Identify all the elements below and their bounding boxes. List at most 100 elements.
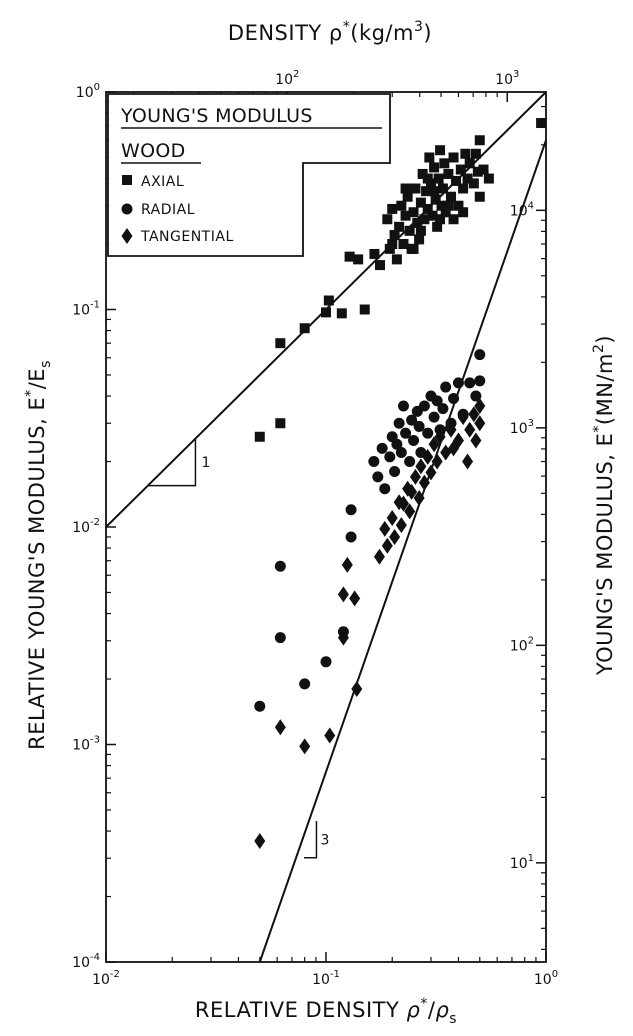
- axial-point: [375, 260, 386, 271]
- axial-point: [299, 323, 310, 334]
- axial-point: [394, 221, 405, 232]
- axial-point: [464, 158, 475, 169]
- tangential-point: [395, 517, 407, 534]
- legend: YOUNG'S MODULUS WOOD AXIAL RADIAL TANGEN…: [107, 93, 391, 257]
- tangential-point: [422, 448, 434, 465]
- tangential-point: [299, 738, 311, 755]
- radial-point: [299, 678, 311, 690]
- radial-point: [470, 390, 482, 402]
- x2-tick-label: 103: [495, 69, 519, 88]
- axial-point: [400, 210, 411, 221]
- x-tick-label: 10-1: [312, 969, 340, 988]
- axial-point: [400, 183, 411, 194]
- tangential-point: [397, 495, 409, 512]
- axial-point: [389, 230, 400, 241]
- axial-point: [429, 162, 440, 173]
- radial-point: [389, 465, 401, 477]
- radial-point: [413, 420, 425, 432]
- radial-point: [274, 632, 286, 644]
- radial-point: [428, 411, 440, 423]
- radial-point: [345, 504, 357, 516]
- axial-point: [275, 418, 286, 429]
- axial-point: [472, 166, 483, 177]
- tangential-point: [381, 537, 393, 554]
- slope-3-line: [258, 139, 547, 963]
- axial-point: [359, 304, 370, 315]
- y-tick-label: 10-3: [72, 735, 100, 754]
- axial-point: [422, 173, 433, 184]
- legend-label-axial: AXIAL: [141, 174, 184, 190]
- radial-point: [408, 434, 420, 446]
- tangential-point: [452, 432, 464, 449]
- axial-point: [408, 243, 419, 254]
- slope-1-label: 1: [201, 455, 210, 471]
- x-tick-label: 100: [534, 969, 558, 988]
- radial-point: [397, 400, 409, 412]
- radial-point: [376, 442, 388, 454]
- axial-point: [458, 183, 469, 194]
- radial-point: [254, 700, 266, 712]
- axial-point: [415, 197, 426, 208]
- axial-point: [412, 217, 423, 228]
- tangential-point: [474, 398, 486, 415]
- axial-point: [474, 135, 485, 146]
- axial-point: [439, 158, 450, 169]
- tangential-point: [254, 833, 266, 850]
- tangential-point: [470, 432, 482, 449]
- radial-point: [384, 451, 396, 463]
- tangential-point: [406, 483, 418, 500]
- radial-point: [372, 471, 384, 483]
- radial-point: [448, 392, 460, 404]
- radial-point: [274, 560, 286, 572]
- radial-point: [404, 456, 416, 468]
- radial-point: [440, 381, 452, 393]
- legend-box: [107, 93, 391, 257]
- axial-point: [455, 164, 466, 175]
- slope-3-label: 3: [320, 832, 329, 848]
- axial-point: [430, 194, 441, 205]
- radial-point: [464, 377, 476, 389]
- axial-point: [419, 214, 430, 225]
- axial-point: [448, 152, 459, 163]
- axial-point: [427, 210, 438, 221]
- radial-point: [345, 531, 357, 543]
- axial-point: [451, 175, 462, 186]
- tangential-point: [404, 503, 416, 520]
- axial-point: [424, 152, 435, 163]
- radial-point: [474, 349, 486, 361]
- axial-point: [433, 173, 444, 184]
- tangential-point: [415, 458, 427, 475]
- tangential-point: [468, 406, 480, 423]
- axial-point: [369, 248, 380, 259]
- radial-point: [395, 447, 407, 459]
- x2-tick-label: 102: [275, 69, 299, 88]
- axial-point: [422, 203, 433, 214]
- legend-subtitle: WOOD: [121, 140, 186, 162]
- axial-point: [446, 191, 457, 202]
- legend-marker-diamond: [121, 228, 133, 244]
- tangential-point: [337, 629, 349, 646]
- tangential-point: [425, 464, 437, 481]
- radial-point: [422, 427, 434, 439]
- axial-point: [391, 254, 402, 265]
- axial-point: [323, 295, 334, 306]
- axial-point: [382, 214, 393, 225]
- tangential-point: [373, 548, 385, 565]
- tangential-point: [462, 453, 474, 470]
- axial-point: [344, 251, 355, 262]
- x-axis-label: RELATIVE DENSITY ρ*/ρs: [195, 996, 457, 1027]
- axial-point: [483, 173, 494, 184]
- radial-point: [368, 456, 380, 468]
- tangential-point: [457, 409, 469, 426]
- axial-point: [417, 168, 428, 179]
- axial-point: [336, 308, 347, 319]
- axial-point: [462, 173, 473, 184]
- axial-point: [414, 234, 425, 245]
- radial-point: [474, 375, 486, 387]
- axial-point: [474, 191, 485, 202]
- axial-point: [398, 239, 409, 250]
- axial-point: [435, 145, 446, 156]
- axial-point: [402, 191, 413, 202]
- tangential-point: [349, 590, 361, 607]
- x2-axis-label: DENSITY ρ*(kg/m3): [228, 19, 432, 45]
